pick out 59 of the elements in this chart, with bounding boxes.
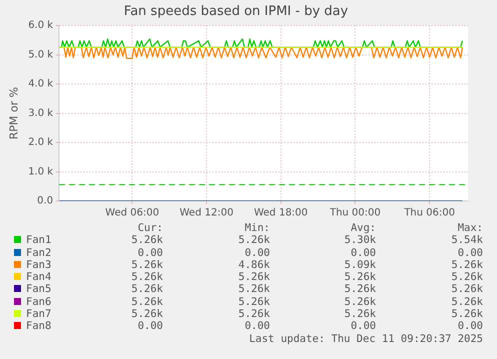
- text: Avg:: [350, 222, 376, 234]
- x-tick-label: Wed 06:00: [105, 208, 160, 219]
- text: 5.26k: [451, 283, 483, 296]
- text: 0.00: [138, 246, 163, 259]
- text: 4.86k: [238, 258, 270, 271]
- text: 5.26k: [131, 296, 163, 308]
- text: 5.26k: [451, 258, 483, 271]
- y-tick-label: 5.0 k: [28, 49, 54, 60]
- text: 5.26k: [451, 308, 483, 320]
- x-tick-label: Thu 06:00: [403, 208, 455, 219]
- text: 0.00: [350, 320, 376, 332]
- text: 5.26k: [238, 296, 270, 308]
- text: 5.26k: [344, 271, 376, 284]
- text: 5.26k: [131, 258, 163, 271]
- text: 5.26k: [344, 296, 376, 308]
- text: 0.00: [350, 246, 376, 259]
- text: 5.26k: [131, 283, 163, 296]
- y-tick-label: 1.0 k: [28, 166, 54, 178]
- text: 0.00: [138, 320, 163, 332]
- y-tick-label: 0.0: [37, 196, 54, 207]
- legend-label: Fan2: [26, 246, 52, 259]
- x-tick-label: Wed 12:00: [180, 208, 234, 219]
- legend-label: Fan3: [26, 258, 52, 271]
- y-axis-title: RPM or %: [7, 87, 20, 140]
- text: 5.26k: [238, 283, 270, 296]
- x-tick-label: Wed 18:00: [254, 208, 308, 219]
- legend-label: Fan7: [26, 308, 52, 320]
- text: 5.26k: [238, 308, 270, 320]
- text: Max:: [458, 222, 483, 234]
- text: 5.26k: [131, 234, 163, 246]
- text: 5.26k: [238, 234, 270, 246]
- text: 0.00: [244, 320, 270, 332]
- y-tick-label: 6.0 k: [28, 20, 54, 32]
- text: 5.26k: [131, 308, 163, 320]
- legend-label: Fan6: [26, 296, 52, 308]
- text: 0.00: [244, 246, 270, 259]
- text: 5.26k: [451, 296, 483, 308]
- legend-label: Fan4: [26, 271, 52, 284]
- text: 5.26k: [344, 283, 376, 296]
- text: 5.26k: [451, 271, 483, 284]
- text: 5.09k: [344, 258, 376, 271]
- x-tick-label: Thu 00:00: [328, 208, 381, 219]
- text: 0.00: [458, 320, 483, 332]
- text: 0.00: [458, 246, 483, 259]
- text: 5.26k: [238, 271, 270, 284]
- text: Min:: [244, 222, 270, 234]
- text: 5.26k: [344, 308, 376, 320]
- y-tick-label: 2.0 k: [28, 137, 54, 148]
- text: Last update: Thu Dec 11 09:20:37 2025: [249, 332, 483, 345]
- legend-label: Fan1: [26, 234, 52, 246]
- text: Cur:: [138, 222, 163, 234]
- text: 5.30k: [344, 234, 376, 246]
- text: 5.54k: [451, 234, 483, 246]
- y-tick-label: 3.0 k: [28, 108, 54, 119]
- legend-label: Fan8: [26, 320, 52, 332]
- text: 5.26k: [131, 271, 163, 284]
- legend-label: Fan5: [26, 283, 52, 296]
- chart-title: Fan speeds based on IPMI - by day: [124, 4, 348, 20]
- y-tick-label: 4.0 k: [28, 78, 54, 90]
